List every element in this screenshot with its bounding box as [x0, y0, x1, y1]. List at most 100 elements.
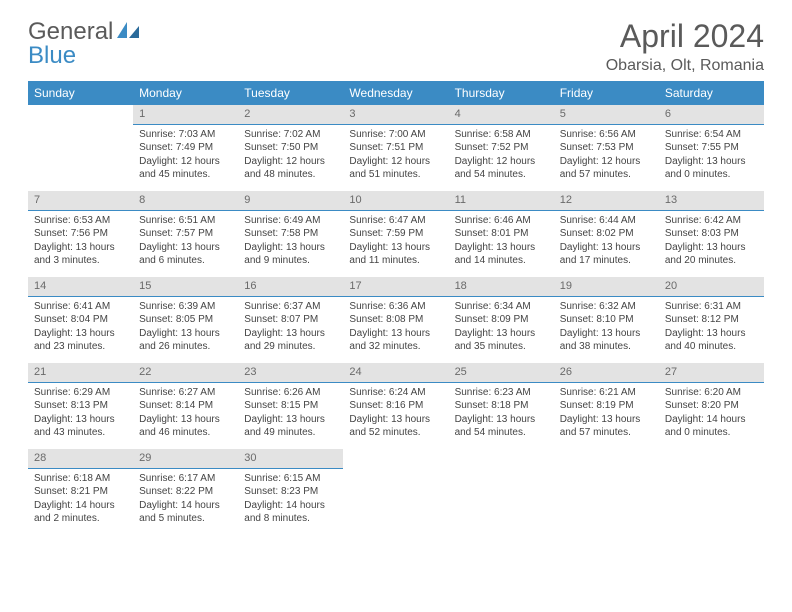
day-header-friday: Friday — [554, 81, 659, 105]
daylight-line: Daylight: 13 hours and 11 minutes. — [349, 241, 442, 268]
sunrise-line: Sunrise: 6:15 AM — [244, 472, 337, 486]
daylight-line: Daylight: 12 hours and 45 minutes. — [139, 155, 232, 182]
calendar-cell: 17Sunrise: 6:36 AMSunset: 8:08 PMDayligh… — [343, 277, 448, 363]
calendar-cell: 8Sunrise: 6:51 AMSunset: 7:57 PMDaylight… — [133, 191, 238, 277]
daylight-line: Daylight: 13 hours and 14 minutes. — [455, 241, 548, 268]
sunset-line: Sunset: 7:51 PM — [349, 141, 442, 155]
day-details: Sunrise: 6:17 AMSunset: 8:22 PMDaylight:… — [133, 469, 238, 530]
day-number: 19 — [554, 277, 659, 297]
day-number: 17 — [343, 277, 448, 297]
calendar-cell: . — [449, 449, 554, 530]
sunrise-line: Sunrise: 6:51 AM — [139, 214, 232, 228]
sunset-line: Sunset: 8:23 PM — [244, 485, 337, 499]
daylight-line: Daylight: 13 hours and 46 minutes. — [139, 413, 232, 440]
day-number: 30 — [238, 449, 343, 469]
calendar-cell: 16Sunrise: 6:37 AMSunset: 8:07 PMDayligh… — [238, 277, 343, 363]
sunrise-line: Sunrise: 6:37 AM — [244, 300, 337, 314]
day-details: Sunrise: 6:20 AMSunset: 8:20 PMDaylight:… — [659, 383, 764, 444]
sunrise-line: Sunrise: 6:29 AM — [34, 386, 127, 400]
sunrise-line: Sunrise: 6:41 AM — [34, 300, 127, 314]
daylight-line: Daylight: 13 hours and 17 minutes. — [560, 241, 653, 268]
day-number: 25 — [449, 363, 554, 383]
daylight-line: Daylight: 13 hours and 38 minutes. — [560, 327, 653, 354]
sunset-line: Sunset: 8:07 PM — [244, 313, 337, 327]
sunset-line: Sunset: 8:05 PM — [139, 313, 232, 327]
day-number: 15 — [133, 277, 238, 297]
calendar-cell: 4Sunrise: 6:58 AMSunset: 7:52 PMDaylight… — [449, 105, 554, 191]
sunset-line: Sunset: 7:59 PM — [349, 227, 442, 241]
day-number: 24 — [343, 363, 448, 383]
calendar-cell: 5Sunrise: 6:56 AMSunset: 7:53 PMDaylight… — [554, 105, 659, 191]
day-number: 18 — [449, 277, 554, 297]
day-number: 3 — [343, 105, 448, 125]
day-number: 10 — [343, 191, 448, 211]
daylight-line: Daylight: 12 hours and 51 minutes. — [349, 155, 442, 182]
day-details: Sunrise: 6:36 AMSunset: 8:08 PMDaylight:… — [343, 297, 448, 358]
sunrise-line: Sunrise: 6:46 AM — [455, 214, 548, 228]
calendar-row: 28Sunrise: 6:18 AMSunset: 8:21 PMDayligh… — [28, 449, 764, 530]
day-number: 13 — [659, 191, 764, 211]
calendar-row: 21Sunrise: 6:29 AMSunset: 8:13 PMDayligh… — [28, 363, 764, 449]
calendar-cell: 26Sunrise: 6:21 AMSunset: 8:19 PMDayligh… — [554, 363, 659, 449]
daylight-line: Daylight: 13 hours and 43 minutes. — [34, 413, 127, 440]
sunrise-line: Sunrise: 6:31 AM — [665, 300, 758, 314]
day-number: 20 — [659, 277, 764, 297]
day-details: Sunrise: 6:42 AMSunset: 8:03 PMDaylight:… — [659, 211, 764, 272]
sunset-line: Sunset: 8:20 PM — [665, 399, 758, 413]
sunrise-line: Sunrise: 6:56 AM — [560, 128, 653, 142]
sunset-line: Sunset: 7:50 PM — [244, 141, 337, 155]
daylight-line: Daylight: 13 hours and 3 minutes. — [34, 241, 127, 268]
calendar-body: . 1Sunrise: 7:03 AMSunset: 7:49 PMDayligh… — [28, 105, 764, 530]
day-details: Sunrise: 6:37 AMSunset: 8:07 PMDaylight:… — [238, 297, 343, 358]
calendar-cell: 14Sunrise: 6:41 AMSunset: 8:04 PMDayligh… — [28, 277, 133, 363]
calendar-cell: 23Sunrise: 6:26 AMSunset: 8:15 PMDayligh… — [238, 363, 343, 449]
day-details: Sunrise: 6:41 AMSunset: 8:04 PMDaylight:… — [28, 297, 133, 358]
logo-word2: Blue — [28, 42, 76, 69]
sunset-line: Sunset: 8:21 PM — [34, 485, 127, 499]
day-number: 8 — [133, 191, 238, 211]
sunrise-line: Sunrise: 6:36 AM — [349, 300, 442, 314]
calendar-cell: . — [554, 449, 659, 530]
sunrise-line: Sunrise: 6:23 AM — [455, 386, 548, 400]
sunset-line: Sunset: 7:55 PM — [665, 141, 758, 155]
sunrise-line: Sunrise: 6:44 AM — [560, 214, 653, 228]
calendar-cell: . — [659, 449, 764, 530]
location-subtitle: Obarsia, Olt, Romania — [606, 57, 764, 75]
sunrise-line: Sunrise: 6:49 AM — [244, 214, 337, 228]
calendar-cell: 21Sunrise: 6:29 AMSunset: 8:13 PMDayligh… — [28, 363, 133, 449]
day-header-monday: Monday — [133, 81, 238, 105]
day-details: Sunrise: 6:46 AMSunset: 8:01 PMDaylight:… — [449, 211, 554, 272]
sunset-line: Sunset: 8:03 PM — [665, 227, 758, 241]
day-details: Sunrise: 6:23 AMSunset: 8:18 PMDaylight:… — [449, 383, 554, 444]
daylight-line: Daylight: 13 hours and 0 minutes. — [665, 155, 758, 182]
day-number: 14 — [28, 277, 133, 297]
sunrise-line: Sunrise: 6:34 AM — [455, 300, 548, 314]
calendar-cell: 29Sunrise: 6:17 AMSunset: 8:22 PMDayligh… — [133, 449, 238, 530]
daylight-line: Daylight: 13 hours and 29 minutes. — [244, 327, 337, 354]
calendar-cell: 12Sunrise: 6:44 AMSunset: 8:02 PMDayligh… — [554, 191, 659, 277]
day-details: Sunrise: 7:02 AMSunset: 7:50 PMDaylight:… — [238, 125, 343, 186]
sunrise-line: Sunrise: 6:53 AM — [34, 214, 127, 228]
header: General April 2024 Obarsia, Olt, Romania — [28, 18, 764, 75]
day-details: Sunrise: 6:54 AMSunset: 7:55 PMDaylight:… — [659, 125, 764, 186]
day-number: 5 — [554, 105, 659, 125]
sunset-line: Sunset: 8:19 PM — [560, 399, 653, 413]
sunset-line: Sunset: 8:09 PM — [455, 313, 548, 327]
day-number: 1 — [133, 105, 238, 125]
calendar-table: SundayMondayTuesdayWednesdayThursdayFrid… — [28, 81, 764, 530]
sunset-line: Sunset: 7:58 PM — [244, 227, 337, 241]
day-details: Sunrise: 6:24 AMSunset: 8:16 PMDaylight:… — [343, 383, 448, 444]
day-details: Sunrise: 6:49 AMSunset: 7:58 PMDaylight:… — [238, 211, 343, 272]
calendar-cell: 22Sunrise: 6:27 AMSunset: 8:14 PMDayligh… — [133, 363, 238, 449]
day-details: Sunrise: 7:00 AMSunset: 7:51 PMDaylight:… — [343, 125, 448, 186]
day-number: 16 — [238, 277, 343, 297]
logo-word2-wrap: Blue — [28, 42, 76, 70]
day-details: Sunrise: 6:58 AMSunset: 7:52 PMDaylight:… — [449, 125, 554, 186]
calendar-cell: 1Sunrise: 7:03 AMSunset: 7:49 PMDaylight… — [133, 105, 238, 191]
daylight-line: Daylight: 12 hours and 48 minutes. — [244, 155, 337, 182]
sunrise-line: Sunrise: 6:24 AM — [349, 386, 442, 400]
daylight-line: Daylight: 13 hours and 32 minutes. — [349, 327, 442, 354]
daylight-line: Daylight: 13 hours and 57 minutes. — [560, 413, 653, 440]
calendar-cell: 10Sunrise: 6:47 AMSunset: 7:59 PMDayligh… — [343, 191, 448, 277]
logo-sail-icon — [117, 20, 139, 45]
